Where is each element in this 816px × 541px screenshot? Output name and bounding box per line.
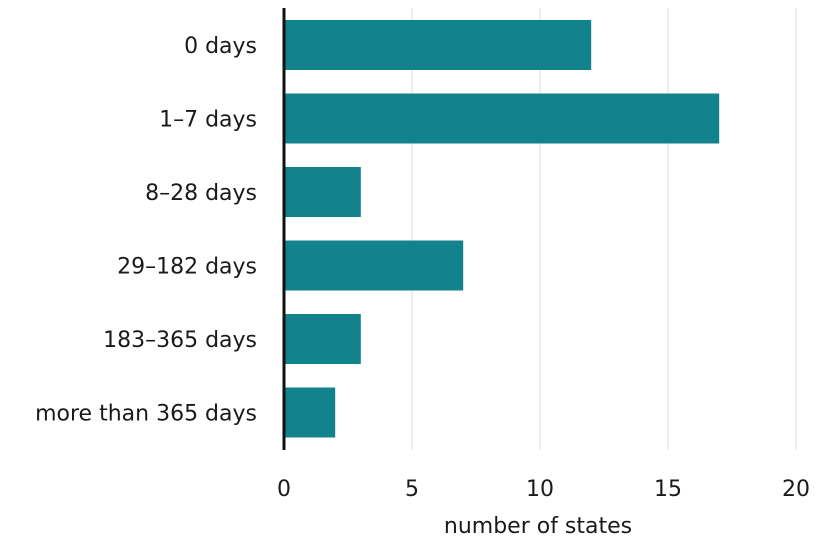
bar (284, 20, 592, 70)
category-label: 8–28 days (145, 181, 257, 206)
x-tick-label: 5 (405, 477, 419, 502)
x-tick-labels: 0 5 10 15 20 (277, 477, 810, 502)
category-label: 29–182 days (117, 255, 257, 280)
x-tick-label: 10 (526, 477, 554, 502)
bar (284, 93, 720, 144)
x-tick-label: 0 (277, 477, 291, 502)
category-label: 1–7 days (159, 108, 257, 133)
x-axis-title: number of states (444, 514, 632, 539)
bars (284, 20, 720, 438)
category-label: 0 days (184, 34, 257, 59)
x-tick-label: 15 (654, 477, 682, 502)
bar (284, 314, 361, 364)
category-label: more than 365 days (35, 402, 257, 427)
category-labels: 0 days 1–7 days 8–28 days 29–182 days 183–36… (35, 34, 257, 427)
gridlines (411, 8, 797, 450)
bar (284, 167, 361, 217)
bar (284, 387, 336, 438)
bar (284, 240, 464, 291)
x-tick-label: 20 (782, 477, 810, 502)
category-label: 183–365 days (103, 328, 257, 353)
